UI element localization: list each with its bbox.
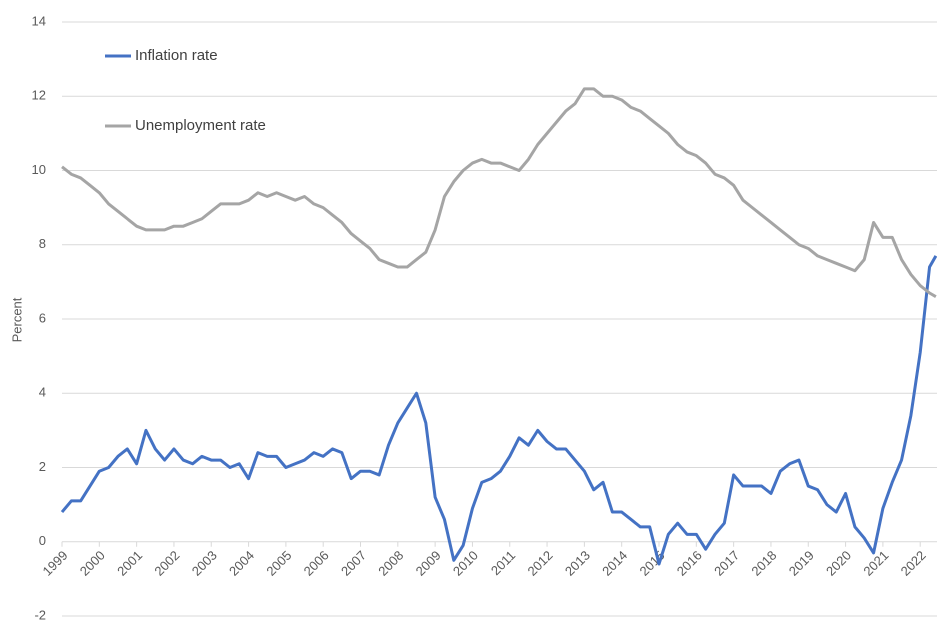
x-tick-label: 2021	[860, 548, 891, 579]
y-tick-label: 12	[32, 88, 46, 103]
x-tick-label: 2007	[338, 548, 369, 579]
y-axis-label: Percent	[9, 297, 24, 342]
x-tick-label: 2001	[114, 548, 145, 579]
y-tick-label: 14	[32, 13, 46, 28]
y-tick-label: 0	[39, 533, 46, 548]
x-tick-label: 2002	[151, 548, 182, 579]
legend-label: Unemployment rate	[135, 117, 266, 134]
x-tick-label: 2003	[189, 548, 220, 579]
y-tick-label: 6	[39, 310, 46, 325]
y-tick-label: 10	[32, 162, 46, 177]
x-tick-label: 2005	[263, 548, 294, 579]
x-tick-label: 2009	[413, 548, 444, 579]
x-tick-label: 2006	[301, 548, 332, 579]
y-tick-label: 8	[39, 236, 46, 251]
x-tick-label: 2022	[898, 548, 929, 579]
x-tick-label: 2013	[562, 548, 593, 579]
x-tick-label: 2000	[77, 548, 108, 579]
x-tick-label: 2010	[450, 548, 481, 579]
x-tick-label: 2018	[748, 548, 779, 579]
series-line	[60, 255, 937, 566]
legend-label: Inflation rate	[135, 47, 218, 64]
x-tick-label: 2004	[226, 548, 257, 579]
x-tick-label: 2017	[711, 548, 742, 579]
x-tick-label: 2014	[599, 548, 630, 579]
y-tick-label: 4	[39, 385, 46, 400]
x-tick-label: 2016	[674, 548, 705, 579]
series-line	[61, 87, 937, 299]
y-tick-label: 2	[39, 459, 46, 474]
x-tick-label: 2011	[488, 548, 518, 578]
x-tick-label: 2012	[525, 548, 556, 579]
x-tick-label: 2020	[823, 548, 854, 579]
x-tick-label: 2008	[375, 548, 406, 579]
x-tick-label: 1999	[39, 548, 70, 579]
x-tick-label: 2019	[786, 548, 817, 579]
y-tick-label: -2	[34, 607, 46, 620]
